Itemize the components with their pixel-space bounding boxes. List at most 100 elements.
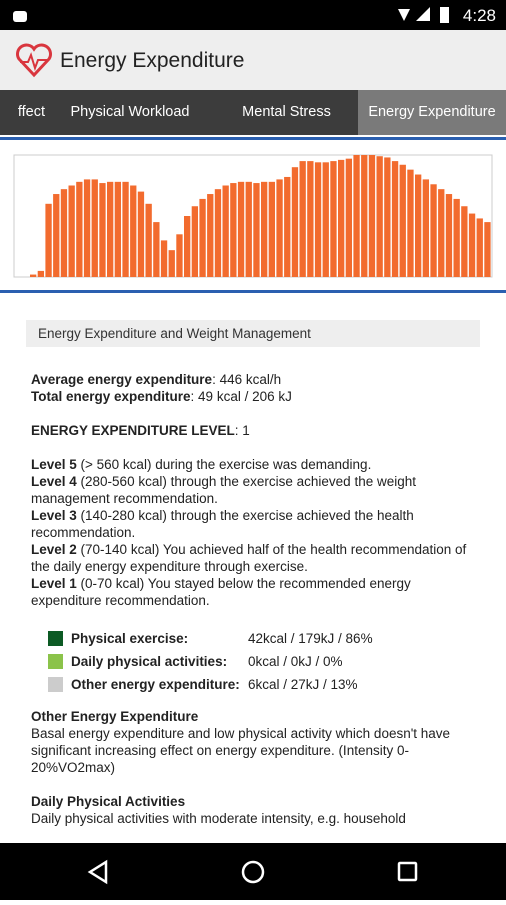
recents-button[interactable] [397,861,418,882]
tab[interactable]: Physical Workload [70,104,190,120]
summary-label: Total energy expenditure [31,389,191,404]
bar [453,198,460,277]
bar [230,183,237,277]
summary-line: Total energy expenditure: 49 kcal / 206 … [31,388,475,405]
description: Daily Physical Activities Daily physical … [31,793,475,827]
summary: Average energy expenditure: 446 kcal/h To… [31,371,475,405]
bar [422,179,430,277]
level-line: Level 5 (> 560 kcal) during the exercise… [31,456,475,473]
summary-value: : 49 kcal / 206 kJ [190,389,292,404]
bar [153,222,160,277]
bar [445,194,453,277]
legend-swatch [48,677,63,692]
legend-value: 0kcal / 0kJ / 0% [248,654,343,669]
bar [214,189,222,277]
level-label: ENERGY EXPENDITURE LEVEL [31,423,235,438]
summary-value: : 446 kcal/h [212,372,282,387]
bar [384,157,391,277]
description-title: Daily Physical Activities [31,794,186,809]
app-bar: Energy Expenditure [0,30,506,90]
level: ENERGY EXPENDITURE LEVEL: 1 [31,422,475,439]
tab[interactable]: Energy Expenditure [358,90,506,135]
bar [438,189,445,277]
bar [330,161,337,277]
legend-name: Physical exercise: [71,631,189,646]
back-button[interactable] [87,859,108,885]
level-name: Level 4 [31,474,77,489]
bar [361,155,368,277]
legend-value: 42kcal / 179kJ / 86% [248,631,373,646]
plot-frame [13,154,493,278]
legend-name: Other energy expenditure: [71,677,240,692]
description-title: Other Energy Expenditure [31,709,199,724]
app-title: Energy Expenditure [60,49,245,72]
bar [222,185,229,277]
legend-row: Daily physical activities: 0kcal / 0kJ / … [48,650,506,673]
legend-swatch [48,654,63,669]
bar [184,216,191,277]
tab-bar: ffect Physical Workload Mental Stress Energ… [0,90,506,135]
bar [199,198,206,277]
level-name: Level 3 [31,508,77,523]
level-line: Level 1 (0-70 kcal) You stayed below the… [31,575,475,609]
description-text: Basal energy expenditure and low physica… [31,726,451,775]
levels: Level 5 (> 560 kcal) during the exercise… [31,456,475,609]
description-text: Daily physical activities with moderate … [31,811,406,826]
bar [253,183,260,277]
bar [176,234,183,277]
chart [13,154,493,278]
bar [461,206,468,277]
bar [468,213,476,277]
bar [60,189,68,277]
bar [53,194,60,277]
bar [37,270,45,277]
bar [353,155,360,277]
status-icons [398,7,449,23]
bar [284,176,291,277]
chart-panel [0,137,506,293]
bar [30,274,37,277]
bar [299,161,306,277]
nav-bar [0,843,506,900]
legend-name: Daily physical activities: [71,654,228,669]
bar [45,203,52,277]
level-line: Level 2 (70-140 kcal) You achieved half … [31,541,475,575]
bar [137,191,145,277]
bar [68,185,75,277]
level-text: (70-140 kcal) You achieved half of the h… [31,542,467,574]
bar [291,167,299,277]
description: Other Energy Expenditure Basal energy exp… [31,708,475,776]
level-line: Level 3 (140-280 kcal) through the exerc… [31,507,475,541]
bar [130,185,137,277]
bar [122,181,129,277]
bar [430,184,437,277]
bar [376,156,383,277]
bar [83,179,91,277]
bar [391,161,399,277]
home-button[interactable] [241,860,265,884]
tab[interactable]: ffect [17,104,45,120]
section-title: Energy Expenditure and Weight Management [26,320,480,347]
app-icon [16,43,52,78]
bar [145,203,152,277]
bar [237,181,245,277]
tab[interactable]: Mental Stress [242,104,331,120]
bar [168,250,175,277]
level-text: (> 560 kcal) during the exercise was dem… [76,457,372,472]
bar [268,181,276,277]
bar [322,162,329,277]
bar [345,158,353,277]
clock: 4:28 [462,6,496,25]
bar [476,218,483,277]
bar [207,194,214,277]
bar [99,183,106,277]
bar [415,174,422,277]
bar [407,169,414,277]
level-line: Level 4 (280-560 kcal) through the exerc… [31,473,475,507]
bar [314,162,322,277]
level-name: Level 1 [31,576,77,591]
bar [399,164,406,277]
descriptions: Other Energy Expenditure Basal energy exp… [31,708,475,827]
bar [368,155,376,277]
